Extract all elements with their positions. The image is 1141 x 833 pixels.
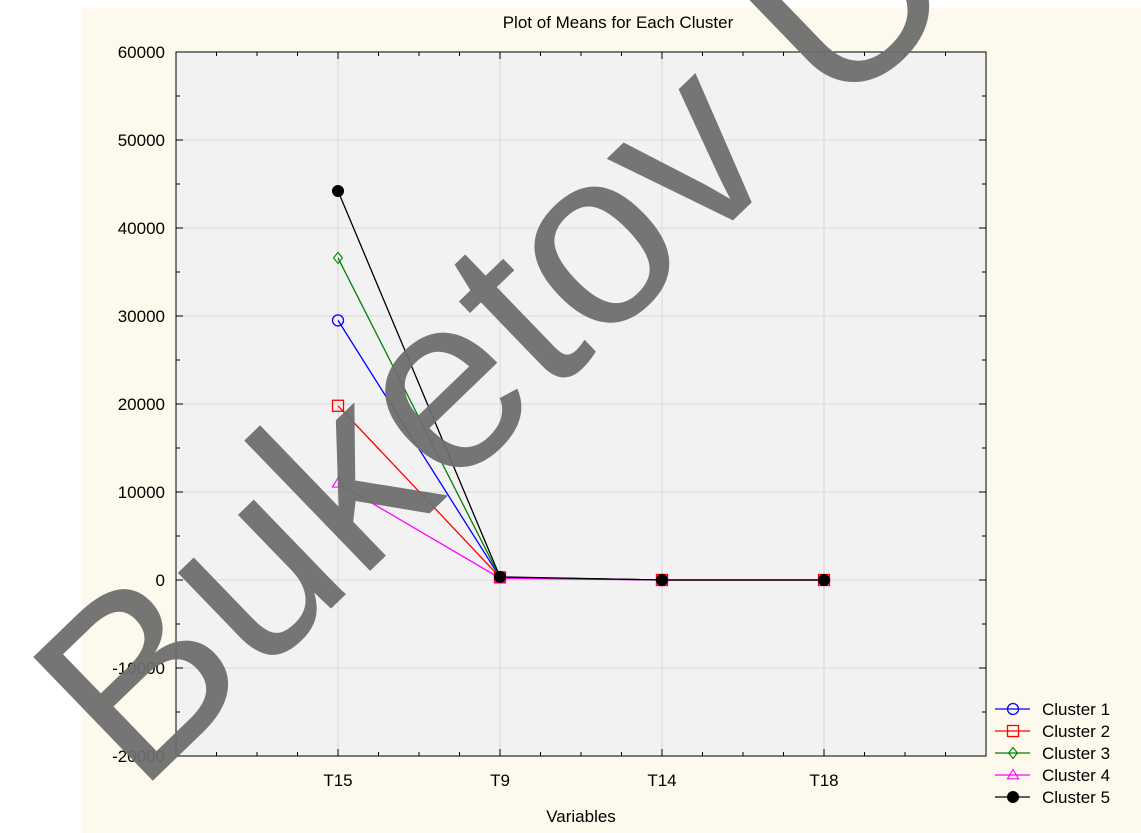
data-point-cluster-1 — [331, 314, 345, 327]
y-tick-label: 60000 — [118, 43, 165, 62]
legend-label: Cluster 2 — [1042, 722, 1110, 741]
x-tick-label: T15 — [323, 771, 352, 790]
plot-area: -20000 -10000 0 10000 20000 30000 40000 50000 60… — [112, 43, 987, 790]
y-tick-label: 40000 — [118, 219, 165, 238]
chart-title: Plot of Means for Each Cluster — [503, 13, 734, 32]
legend: Cluster 1 Cluster 2 Cluster 3 Cluster 4 Clus… — [995, 700, 1110, 807]
y-tick-label: -20000 — [112, 747, 165, 766]
data-point-cluster-4 — [331, 476, 345, 488]
legend-label: Cluster 1 — [1042, 700, 1110, 719]
y-tick-label: 20000 — [118, 395, 165, 414]
data-point-cluster-5 — [332, 185, 344, 198]
x-tick-label: T14 — [647, 771, 676, 790]
x-tick-label: T9 — [490, 771, 510, 790]
data-point-cluster-2 — [331, 399, 345, 412]
legend-label: Cluster 4 — [1042, 766, 1110, 785]
legend-marker — [1006, 702, 1020, 716]
data-point-cluster-3 — [332, 251, 344, 265]
legend-marker — [1006, 768, 1020, 780]
series-line-cluster-5 — [337, 190, 824, 581]
y-tick-label: 0 — [156, 571, 165, 590]
data-point-cluster-5 — [656, 574, 668, 586]
legend-marker — [1007, 791, 1019, 803]
data-point-cluster-5 — [494, 570, 506, 583]
legend-label: Cluster 3 — [1042, 744, 1110, 763]
y-tick-label: 50000 — [118, 131, 165, 150]
y-tick-label: 30000 — [118, 307, 165, 326]
data-point-cluster-5 — [818, 574, 830, 586]
x-axis-label: Variables — [546, 807, 616, 826]
legend-label: Cluster 5 — [1042, 788, 1110, 807]
legend-marker — [1007, 746, 1019, 760]
y-tick-label: -10000 — [112, 659, 165, 678]
x-tick-label: T18 — [809, 771, 838, 790]
y-tick-label: 10000 — [118, 483, 165, 502]
legend-marker — [1006, 724, 1020, 738]
